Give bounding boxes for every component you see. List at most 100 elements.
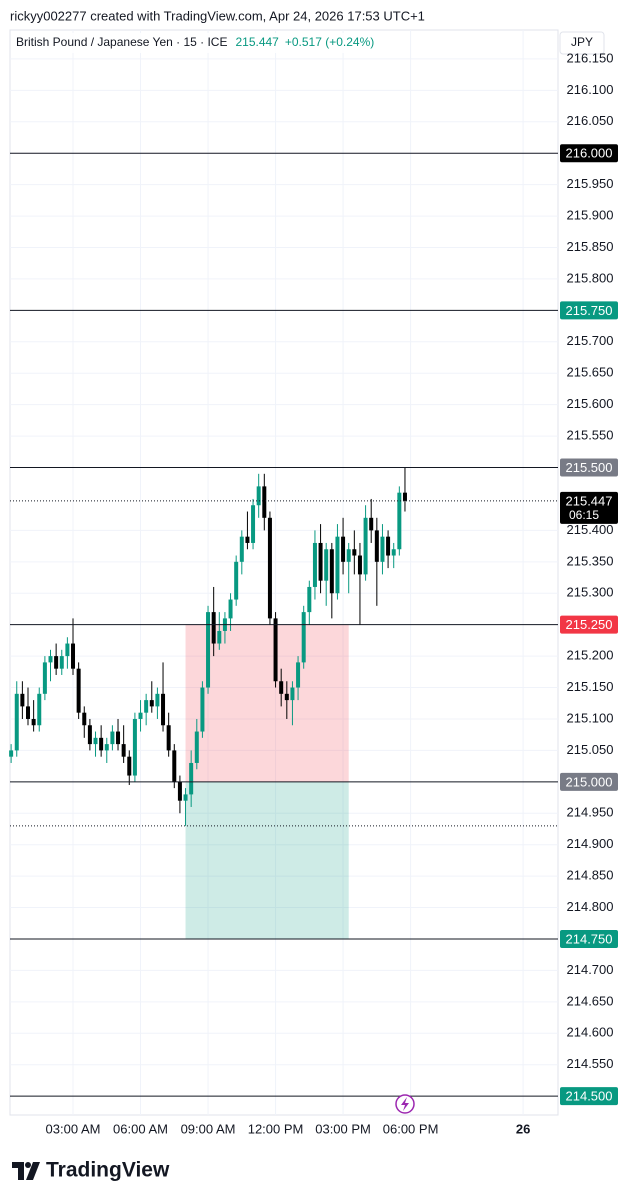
logo [12, 1162, 40, 1180]
alert-icon[interactable] [395, 1094, 415, 1114]
candle-body [110, 731, 115, 745]
x-tick-label: 26 [516, 1121, 530, 1136]
y-tick-label: 214.900 [567, 836, 614, 851]
candle-body [206, 612, 211, 688]
candle-body [335, 536, 340, 594]
candle-body [318, 542, 323, 581]
candle-body [87, 725, 92, 745]
level-label: 214.500 [566, 1089, 613, 1104]
candle-body [82, 712, 87, 726]
candle-body [144, 700, 149, 713]
candle-body [324, 549, 329, 581]
candle-body [177, 781, 182, 801]
level-label: 215.250 [566, 617, 613, 632]
legend-bg [14, 33, 374, 53]
candle-body [329, 549, 334, 594]
candle-body [273, 618, 278, 682]
candle-body [71, 643, 76, 669]
target-zone [185, 781, 349, 939]
last-price: 215.447 [235, 35, 279, 49]
y-tick-label: 215.100 [567, 710, 614, 725]
x-tick-label: 06:00 PM [383, 1121, 439, 1136]
y-tick-label: 215.150 [567, 679, 614, 694]
y-tick-label: 215.350 [567, 553, 614, 568]
candle-body [312, 542, 317, 587]
candle-body [352, 549, 357, 556]
candle-body [161, 693, 166, 726]
plot [9, 30, 558, 1115]
candle-body [20, 693, 25, 707]
candle-body [183, 794, 188, 801]
candle-body [307, 586, 312, 613]
candle-body [172, 750, 177, 782]
y-tick-label: 215.600 [567, 396, 614, 411]
x-tick-label: 06:00 AM [113, 1121, 168, 1136]
y-tick-label: 215.200 [567, 648, 614, 663]
candle-body [104, 744, 109, 751]
y-tick-label: 215.650 [567, 365, 614, 380]
level-label-bg [560, 144, 618, 163]
y-tick-label: 214.950 [567, 805, 614, 820]
y-tick-label: 216.050 [567, 113, 614, 128]
candle-body [402, 492, 407, 501]
candle-body [93, 737, 98, 745]
countdown: 06:15 [569, 508, 599, 522]
y-tick-label: 215.400 [567, 522, 614, 537]
y-tick-label: 214.550 [567, 1056, 614, 1071]
candle-body [59, 656, 64, 669]
y-tick-label: 215.950 [567, 176, 614, 191]
x-tick-label: 09:00 AM [181, 1121, 236, 1136]
candle-body [127, 756, 132, 776]
candle-body [189, 762, 194, 795]
candle-body [166, 725, 171, 751]
candle-body [48, 656, 53, 663]
y-tick-label: 214.700 [567, 962, 614, 977]
candle-body [155, 693, 160, 707]
y-tick-label: 216.150 [567, 50, 614, 65]
y-tick-label: 214.600 [567, 1025, 614, 1040]
candle-body [380, 536, 385, 562]
candle-body [363, 517, 368, 575]
y-tick-label: 215.900 [567, 208, 614, 223]
y-tick-label: 215.800 [567, 270, 614, 285]
x-tick-label: 03:00 PM [315, 1121, 371, 1136]
candle-body [262, 486, 267, 518]
candle-body [296, 662, 301, 688]
current-price-bg [560, 491, 618, 524]
candle-body [245, 536, 250, 543]
candle-body [341, 536, 346, 562]
candle-body [26, 706, 31, 719]
candle-body [279, 681, 284, 694]
candle-body [369, 517, 374, 531]
candle-body [234, 561, 239, 600]
level-label: 215.000 [566, 774, 613, 789]
level-label: 215.750 [566, 303, 613, 318]
level-label-bg [560, 1087, 618, 1106]
attribution: rickyy002277 created with TradingView.co… [10, 8, 425, 23]
candle-body [116, 731, 121, 745]
level-label-bg [560, 929, 618, 948]
symbol: British Pound / Japanese Yen · 15 · ICE [16, 35, 227, 49]
chart-frame [9, 29, 559, 1116]
candle-body [256, 486, 261, 506]
level-label: 215.500 [566, 460, 613, 475]
candle-body [211, 612, 216, 644]
candle-body [391, 549, 396, 556]
currency[interactable]: JPY [571, 35, 593, 49]
level-label: 214.750 [566, 931, 613, 946]
candle-body [290, 687, 295, 701]
change: +0.517 (+0.24%) [285, 35, 374, 49]
candle-body [138, 712, 143, 719]
y-tick-label: 214.800 [567, 899, 614, 914]
level-label: 216.000 [566, 146, 613, 161]
candle-body [346, 549, 351, 562]
candle-body [99, 737, 104, 751]
level-label-bg [560, 458, 618, 477]
candle-body [149, 700, 154, 707]
candle-body [267, 517, 272, 619]
candle-body [65, 643, 70, 657]
y-tick-label: 215.700 [567, 333, 614, 348]
candle-body [228, 599, 233, 619]
currency-button[interactable] [559, 31, 605, 55]
